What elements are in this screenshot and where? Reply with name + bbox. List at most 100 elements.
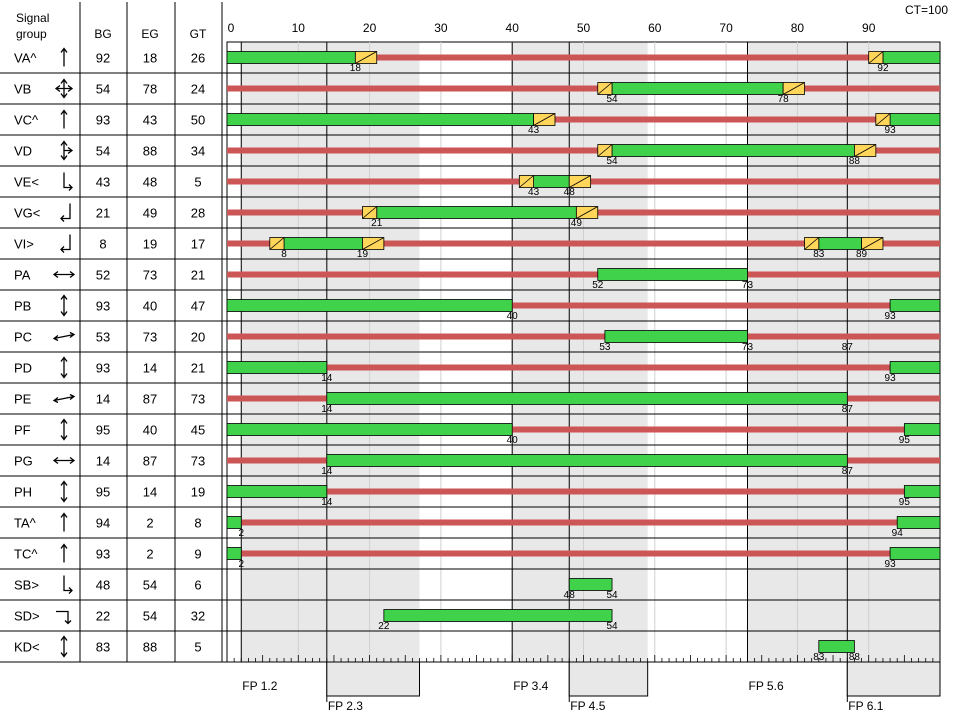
bg-value-vc: 93 <box>96 113 110 128</box>
red-line-pf <box>227 426 940 433</box>
eg-value-kd: 88 <box>143 640 157 655</box>
fp-label-4: FP 5.6 <box>748 679 783 693</box>
gt-value-pf: 45 <box>191 423 205 438</box>
value-label-pe-0: 14 <box>321 404 333 415</box>
value-label-vi-3: 89 <box>856 249 868 260</box>
green-bar-vc-0 <box>226 113 534 126</box>
green-bar-tc-1 <box>889 547 941 560</box>
gt-value-ta: 8 <box>194 516 201 531</box>
bg-value-sb: 48 <box>96 578 110 593</box>
horizontal-arrow-icon <box>52 456 76 465</box>
gt-value-vd: 34 <box>191 144 205 159</box>
red-line-pa <box>227 271 940 278</box>
eg-value-pf: 40 <box>143 423 157 438</box>
eg-value-tc: 2 <box>146 547 153 562</box>
group-name-vc: VC^ <box>14 113 39 128</box>
turn-down-arrow-icon <box>56 610 72 625</box>
fp-label-5: FP 6.1 <box>848 699 883 713</box>
time-axis: 0 10 20 30 40 50 60 70 80 90 <box>228 21 934 662</box>
group-name-sd: SD> <box>14 609 40 624</box>
header-signal: Signal <box>16 11 49 25</box>
eg-value-vd: 88 <box>143 144 157 159</box>
vertical-arrow-icon <box>60 418 68 441</box>
value-label-pe-1: 87 <box>842 404 854 415</box>
gt-value-pc: 20 <box>191 330 205 345</box>
turn-left-arrow-icon <box>60 234 71 253</box>
green-bar-kd-0 <box>818 640 855 653</box>
green-bar-va-0 <box>226 51 356 64</box>
value-label-pf-1: 95 <box>899 435 911 446</box>
red-line-vi <box>227 240 940 247</box>
green-bar-vc-1 <box>889 113 941 126</box>
value-label-pd-1: 93 <box>885 373 897 384</box>
gt-value-tc: 9 <box>194 547 201 562</box>
value-label-ph-1: 95 <box>899 497 911 508</box>
gt-value-pd: 21 <box>191 361 205 376</box>
gt-value-pe: 73 <box>191 392 205 407</box>
gt-value-pg: 73 <box>191 454 205 469</box>
group-name-pg: PG <box>14 454 33 469</box>
diagonal-arrow-icon <box>52 393 76 404</box>
value-label-pc-2: 87 <box>842 342 854 353</box>
bg-value-vb: 54 <box>96 82 110 97</box>
fp-label-1: FP 2.3 <box>328 699 363 713</box>
amber-diagonal-vi-1 <box>269 237 285 250</box>
group-name-vd: VD <box>14 144 32 159</box>
green-bar-pe-0 <box>326 392 848 405</box>
group-name-ta: TA^ <box>14 516 37 531</box>
green-bar-sb-0 <box>568 578 613 591</box>
green-bar-pf-0 <box>226 423 513 436</box>
gt-value-vc: 50 <box>191 113 205 128</box>
value-label-pb-1: 93 <box>885 311 897 322</box>
group-name-vg: VG< <box>14 206 40 221</box>
bg-value-vi: 8 <box>99 237 106 252</box>
value-label-vi-1: 19 <box>357 249 369 260</box>
straight-up-arrow-icon <box>60 109 68 129</box>
x-tick-label-80: 80 <box>791 21 805 35</box>
amber-diagonal-vi-3 <box>804 237 820 250</box>
eg-value-sb: 54 <box>143 578 157 593</box>
amber-diagonal-vg-0 <box>576 206 598 219</box>
red-line-tc <box>227 550 940 557</box>
gt-value-sd: 32 <box>191 609 205 624</box>
eg-value-va: 18 <box>143 51 157 66</box>
value-label-vg-1: 49 <box>571 218 583 229</box>
x-tick-label-30: 30 <box>434 21 448 35</box>
bg-value-va: 92 <box>96 51 110 66</box>
x-tick-label-50: 50 <box>577 21 591 35</box>
eg-value-sd: 54 <box>143 609 157 624</box>
x-tick-label-70: 70 <box>719 21 733 35</box>
fp-label-2: FP 3.4 <box>513 679 548 693</box>
green-bar-pc-0 <box>604 330 748 343</box>
bg-value-kd: 83 <box>96 640 110 655</box>
group-name-va: VA^ <box>14 51 37 66</box>
green-bar-pd-0 <box>226 361 328 374</box>
vertical-arrow-icon <box>60 480 68 503</box>
turn-right-arrow-icon <box>63 575 73 594</box>
fp-box-1 <box>326 661 421 697</box>
green-bar-sd-0 <box>383 609 613 622</box>
bg-value-pb: 93 <box>96 299 110 314</box>
value-label-kd-1: 88 <box>849 652 861 663</box>
group-name-pb: PB <box>14 299 31 314</box>
group-name-pc: PC <box>14 330 32 345</box>
value-label-sd-1: 54 <box>606 621 618 632</box>
fixed-point-labels: FP 1.2 FP 2.3 FP 3.4 FP 4.5 FP 5.6 FP 6.1 <box>242 661 941 713</box>
x-tick-label-60: 60 <box>648 21 662 35</box>
amber-diagonal-ve-1 <box>519 175 534 188</box>
gt-value-vg: 28 <box>191 206 205 221</box>
header-gt: GT <box>190 27 207 41</box>
green-bar-pf-1 <box>903 423 941 436</box>
value-label-vc-1: 93 <box>885 125 897 136</box>
bg-value-ph: 95 <box>96 485 110 500</box>
bg-value-ta: 94 <box>96 516 110 531</box>
bg-value-pg: 14 <box>96 454 110 469</box>
x-tick-label-40: 40 <box>506 21 520 35</box>
gt-value-pa: 21 <box>191 268 205 283</box>
straight-up-arrow-icon <box>60 512 68 532</box>
x-tick-label-20: 20 <box>363 21 377 35</box>
bg-value-vd: 54 <box>96 144 110 159</box>
bg-value-ve: 43 <box>96 175 110 190</box>
